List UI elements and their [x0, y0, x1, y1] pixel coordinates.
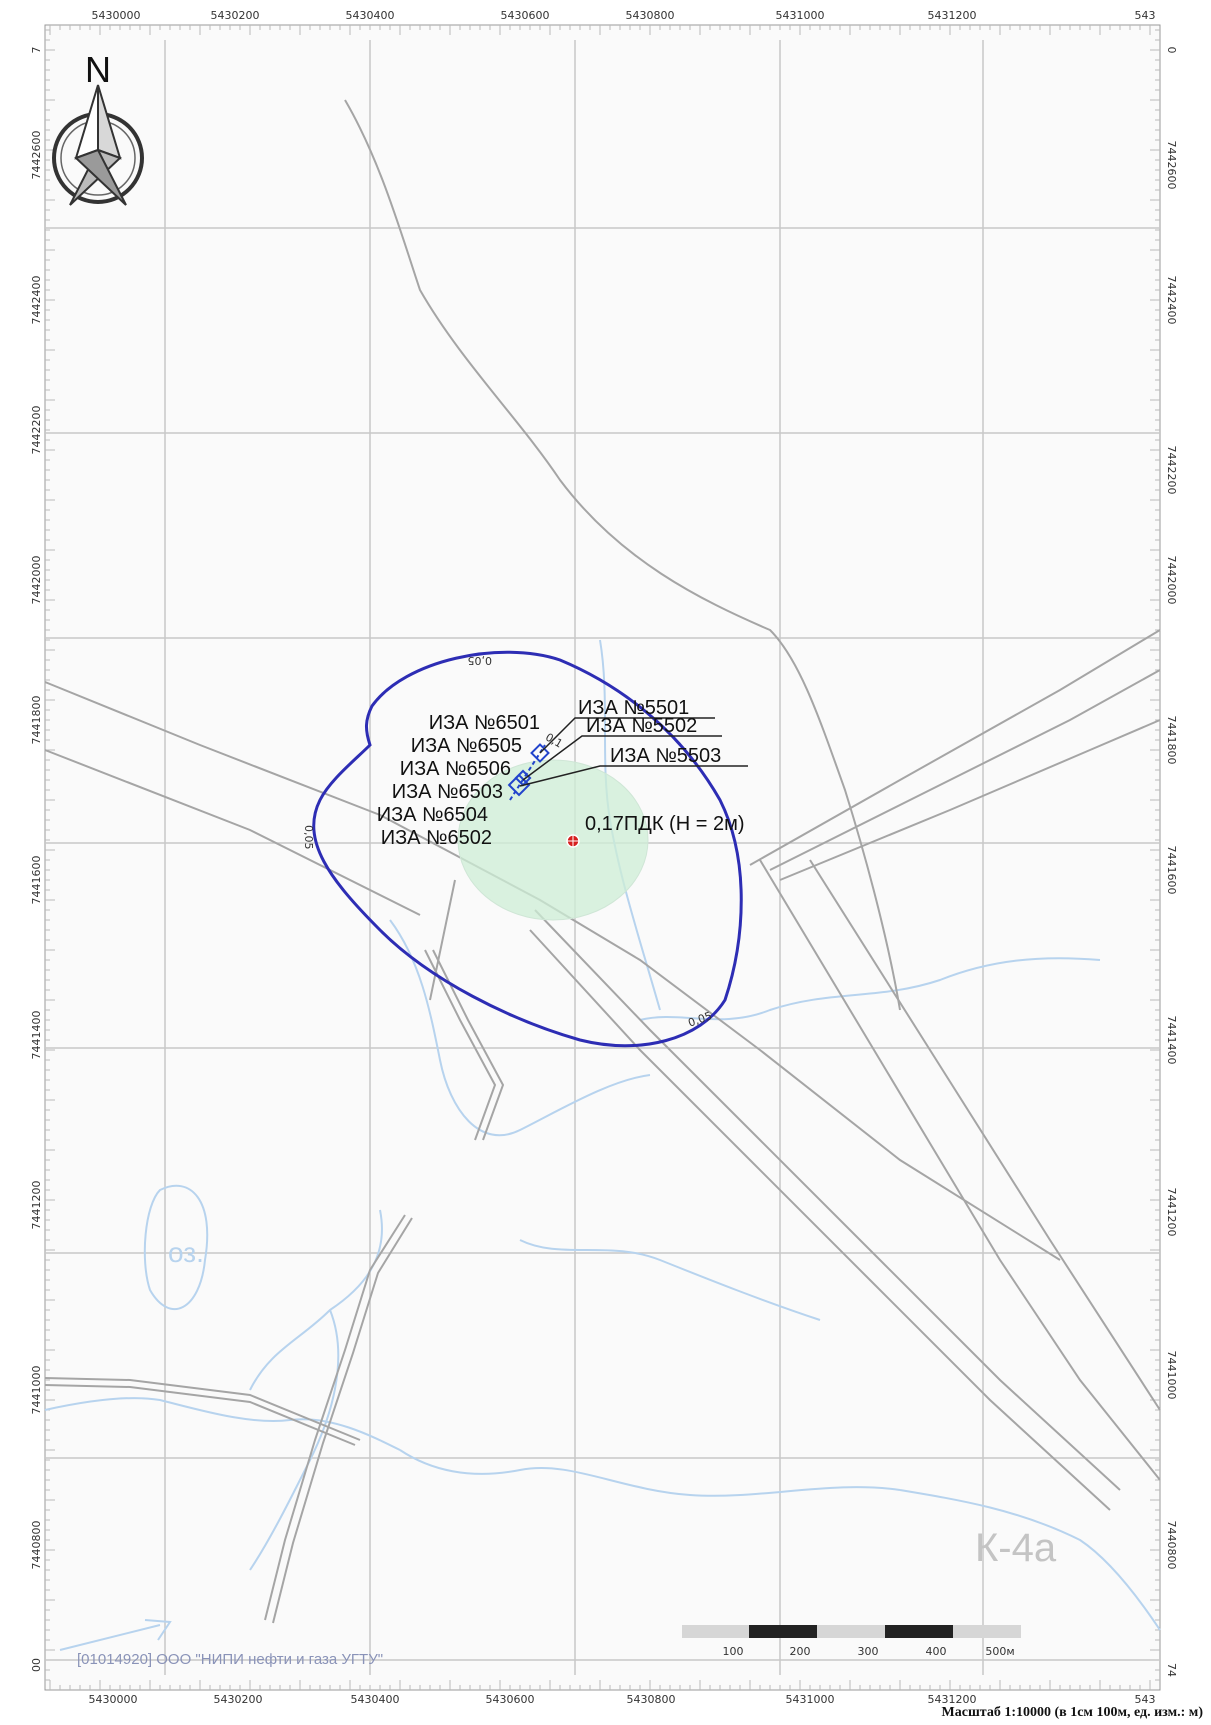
- coordinate-grid: [45, 40, 1160, 1675]
- source-label: ИЗА №5503: [610, 745, 721, 767]
- credit-text: [01014920] ООО "НИПИ нефти и газа УГТУ": [77, 1651, 383, 1668]
- x-tick-label: 5431000: [786, 1693, 835, 1706]
- y-tick-label: 7441800: [1165, 716, 1178, 765]
- north-letter: N: [85, 49, 111, 90]
- isoline-0-05: [312, 650, 743, 1048]
- leader-lines: [519, 717, 748, 787]
- scale-bar: 100 200 300 400 500м: [682, 1625, 1021, 1658]
- y-tick-label: 7442200: [30, 406, 43, 455]
- y-axis-right: 7442600 7442400 7442200 7442000 7441800 …: [1165, 47, 1178, 1678]
- source-label: ИЗА №6503: [392, 781, 503, 803]
- zone-0-1-fill: [457, 759, 649, 921]
- scale-tick-label: 100: [723, 1645, 744, 1658]
- isoline-label-top: 0,05: [468, 654, 493, 667]
- x-axis-top: 5430000 5430200 5430400 5430600 5430800 …: [92, 9, 1156, 22]
- scale-tick-label: 200: [790, 1645, 811, 1658]
- max-concentration-label: 0,17ПДК (H = 2м): [585, 813, 744, 835]
- north-arrow: N: [52, 49, 144, 206]
- x-axis-bottom: 5430000 5430200 5430400 5430600 5430800 …: [89, 1693, 1156, 1706]
- x-tick-label: 5430400: [351, 1693, 400, 1706]
- x-tick-label: 5430000: [92, 9, 141, 22]
- y-tick-label: 7442400: [1165, 276, 1178, 325]
- source-label: ИЗА №6506: [400, 758, 511, 780]
- scale-caption: Масштаб 1:10000 (в 1см 100м, ед. изм.: м…: [941, 1705, 1203, 1720]
- x-tick-label: 543: [1135, 9, 1156, 22]
- y-tick-label: 7441600: [30, 856, 43, 905]
- y-tick-label: 7441200: [30, 1181, 43, 1230]
- source-labels-left: ИЗА №6501 ИЗА №6505 ИЗА №6506 ИЗА №6503 …: [377, 712, 540, 849]
- source-line: [509, 744, 546, 801]
- scale-segment: [682, 1625, 749, 1638]
- x-tick-label: 5430600: [501, 9, 550, 22]
- x-tick-label: 5431000: [776, 9, 825, 22]
- y-tick-label: 7440800: [30, 1521, 43, 1570]
- road-lines: [44, 99, 1161, 1624]
- source-labels-right: ИЗА №5501 ИЗА №5502 ИЗА №5503: [578, 697, 721, 767]
- y-tick-label-corner: 00: [30, 1658, 43, 1672]
- y-tick-label: 7442600: [1165, 141, 1178, 190]
- isoline-label-left: 0,05: [302, 825, 315, 850]
- y-tick-label: 7440800: [1165, 1521, 1178, 1570]
- source-label: ИЗА №6505: [411, 735, 522, 757]
- x-tick-label: 5431200: [928, 9, 977, 22]
- y-tick-label: 7441400: [30, 1011, 43, 1060]
- area-label: К-4а: [975, 1526, 1057, 1570]
- x-tick-label: 5430200: [214, 1693, 263, 1706]
- x-tick-label: 5430200: [211, 9, 260, 22]
- source-label: ИЗА №6504: [377, 804, 488, 826]
- scale-segment: [817, 1625, 885, 1638]
- source-label: ИЗА №5502: [586, 715, 697, 737]
- y-tick-label: 7441600: [1165, 846, 1178, 895]
- water-lines: [44, 639, 1161, 1651]
- y-tick-label: 7441200: [1165, 1188, 1178, 1237]
- y-tick-label-corner: 7: [30, 47, 43, 54]
- y-tick-label: 7442000: [30, 556, 43, 605]
- x-tick-label: 543: [1135, 1693, 1156, 1706]
- y-tick-label: 7442000: [1165, 556, 1178, 605]
- source-label: ИЗА №5501: [578, 697, 689, 719]
- x-tick-label: 5430800: [626, 9, 675, 22]
- y-tick-label: 7441800: [30, 696, 43, 745]
- x-tick-label: 5430800: [627, 1693, 676, 1706]
- source-label: ИЗА №6501: [429, 712, 540, 734]
- scale-tick-label: 300: [858, 1645, 879, 1658]
- y-tick-label-corner: 0: [1165, 47, 1178, 54]
- scale-segment: [885, 1625, 953, 1638]
- scale-tick-label: 400: [926, 1645, 947, 1658]
- y-axis-left: 7442600 7442400 7442200 7442000 7441800 …: [30, 47, 43, 1673]
- x-tick-label: 5430400: [346, 9, 395, 22]
- ruler-ticks: [45, 25, 1160, 1690]
- scale-tick-label: 500м: [985, 1645, 1014, 1658]
- y-tick-label: 7441000: [1165, 1351, 1178, 1400]
- x-tick-label: 5430600: [486, 1693, 535, 1706]
- x-tick-label: 5430000: [89, 1693, 138, 1706]
- y-tick-label: 7441000: [30, 1366, 43, 1415]
- y-tick-label: 7442400: [30, 276, 43, 325]
- lake-label: оз.: [168, 1237, 204, 1268]
- y-tick-label: 7442600: [30, 131, 43, 180]
- y-tick-label: 7442200: [1165, 446, 1178, 495]
- y-tick-label-corner: 74: [1165, 1663, 1178, 1677]
- scale-segment: [749, 1625, 817, 1638]
- y-tick-label: 7441400: [1165, 1016, 1178, 1065]
- source-label: ИЗА №6502: [381, 827, 492, 849]
- x-tick-label: 5431200: [928, 1693, 977, 1706]
- scale-segment: [953, 1625, 1021, 1638]
